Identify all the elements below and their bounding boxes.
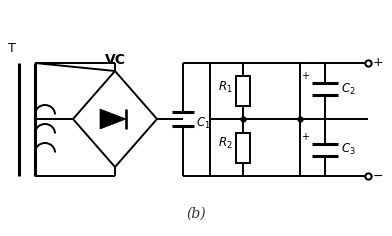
Bar xyxy=(236,132,250,163)
Text: +: + xyxy=(301,71,309,81)
Text: $C_2$: $C_2$ xyxy=(341,81,356,97)
Text: +: + xyxy=(301,131,309,142)
Polygon shape xyxy=(100,109,126,129)
Text: $C_1$: $C_1$ xyxy=(196,115,211,131)
Text: VC: VC xyxy=(105,53,125,67)
Text: T: T xyxy=(8,42,16,55)
Bar xyxy=(236,76,250,106)
Text: (b): (b) xyxy=(186,207,206,221)
Text: $R_2$: $R_2$ xyxy=(218,136,233,151)
Text: $C_3$: $C_3$ xyxy=(341,142,356,157)
Text: $R_1$: $R_1$ xyxy=(218,80,233,95)
Text: +: + xyxy=(373,56,384,69)
Text: −: − xyxy=(373,169,383,182)
